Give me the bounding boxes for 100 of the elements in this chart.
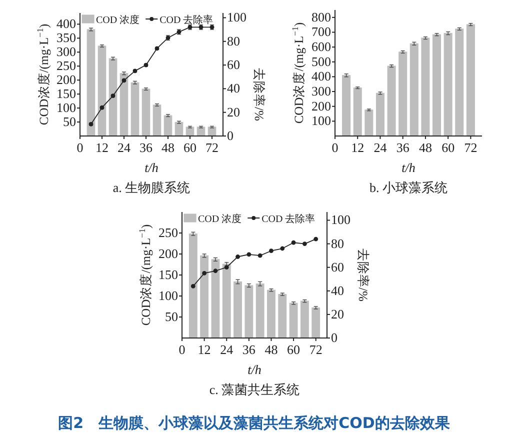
y-tick-label: 200 (312, 98, 331, 114)
point (280, 246, 285, 251)
point (269, 248, 274, 254)
point (190, 284, 196, 288)
bar (130, 82, 140, 136)
text: b. 小球藻系统 (370, 180, 448, 195)
y-tick-label: 150 (56, 86, 76, 102)
legend-label: COD 去除率 (160, 14, 214, 26)
bar (300, 300, 309, 338)
bar (455, 28, 464, 136)
point (314, 236, 318, 242)
bar (466, 24, 475, 136)
x-axis-title: t/h (402, 160, 416, 175)
y-tick-label: 100 (56, 100, 76, 116)
point (202, 271, 207, 276)
x-tick-label: 60 (287, 342, 300, 357)
y-tick-label: 300 (312, 84, 331, 99)
point (302, 242, 307, 246)
bar (164, 115, 172, 136)
x-tick-label: 48 (162, 140, 174, 155)
bar (421, 38, 430, 136)
x-tick-label: 24 (374, 140, 388, 155)
y2-tick-label: 60 (331, 259, 344, 274)
legend-label: COD 浓度 (198, 213, 242, 225)
bar (278, 294, 287, 338)
bar (410, 43, 418, 136)
bar (353, 88, 362, 136)
x-tick-label: 12 (198, 342, 211, 357)
y2-tick-label: 0 (331, 330, 338, 345)
y-tick-label: 400 (56, 16, 76, 32)
y-tick-label: 800 (312, 9, 331, 24)
y2-tick-label: 40 (331, 282, 344, 298)
point (224, 265, 229, 270)
x-tick-label: 24 (118, 140, 131, 155)
bar (98, 46, 106, 136)
point (236, 254, 240, 259)
bar (222, 264, 231, 338)
point (258, 253, 262, 258)
y2-tick-label: 0 (227, 128, 234, 143)
x-tick-label: 36 (396, 140, 410, 155)
bar (387, 66, 396, 136)
y-tick-label: 200 (158, 246, 178, 261)
x-tick-label: 36 (242, 342, 256, 357)
bar (86, 29, 96, 136)
y-tick-label: 50 (63, 114, 76, 130)
bar (196, 126, 206, 136)
x-tick-label: 12 (351, 140, 364, 155)
y-tick-label: 250 (158, 225, 178, 240)
y-tick-label: 100 (158, 288, 178, 303)
x-tick-label: 24 (220, 342, 234, 357)
y2-tick-label: 40 (227, 80, 240, 96)
x-tick-label: 72 (206, 140, 218, 155)
y-tick-label: 400 (312, 68, 331, 84)
y2-tick-label: 100 (227, 10, 246, 25)
bar (342, 75, 351, 136)
y-tick-label: 350 (56, 30, 76, 46)
x-tick-label: 48 (264, 342, 278, 357)
bar (142, 88, 150, 136)
bar (108, 58, 118, 136)
x-tick-label: 72 (464, 140, 478, 155)
legend-label: COD 浓度 (96, 14, 140, 26)
y2-tick-label: 100 (331, 212, 350, 228)
x-tick-label: 60 (184, 140, 196, 155)
bar (376, 92, 384, 136)
x-axis-title: t/h (144, 160, 158, 175)
y-tick-label: 100 (312, 113, 331, 128)
bar (234, 281, 242, 338)
x-tick-label: 36 (140, 140, 153, 155)
y-tick-label: 50 (165, 309, 178, 324)
x-tick-label: 12 (96, 140, 108, 155)
bar (188, 234, 198, 338)
y-tick-label: 700 (312, 24, 331, 40)
point (246, 252, 252, 257)
bar (364, 110, 374, 136)
y2-tick-label: 20 (331, 306, 344, 322)
bar (152, 104, 162, 136)
bar (256, 284, 264, 338)
bar (244, 285, 254, 338)
y2-tick-label: 80 (227, 33, 240, 48)
legend-label: COD 去除率 (262, 213, 316, 225)
text: c. 藻菌共生系统 (209, 382, 300, 397)
text: a. 生物膜系统 (112, 180, 190, 195)
bar (398, 52, 408, 136)
bar (208, 126, 216, 136)
bar (174, 122, 184, 136)
bar (289, 302, 298, 338)
x-tick-label: 72 (309, 342, 322, 357)
caption: 图2 生物膜、小球藻以及藻菌共生系统对COD的去除效果 (58, 414, 451, 432)
bar (200, 255, 209, 338)
bar (432, 34, 442, 136)
y2-tick-label: 80 (331, 236, 344, 251)
point (291, 240, 296, 245)
x-tick-label: 0 (76, 140, 84, 155)
point (213, 268, 218, 274)
y-tick-label: 200 (56, 72, 76, 88)
bar (120, 73, 128, 136)
x-tick-label: 60 (442, 140, 455, 155)
y-tick-label: 250 (56, 58, 76, 74)
y-tick-label: 600 (312, 39, 331, 54)
bar (186, 126, 194, 136)
